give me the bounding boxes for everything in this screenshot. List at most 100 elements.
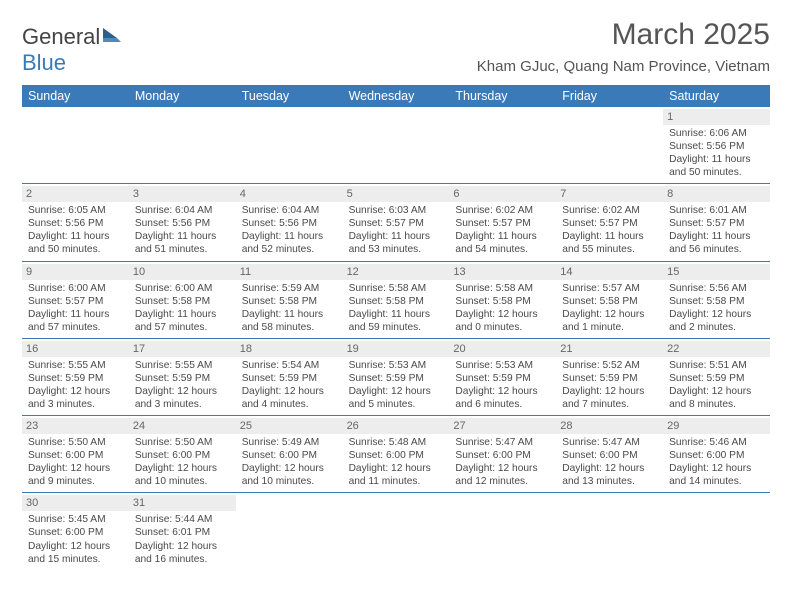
month-title: March 2025 bbox=[477, 18, 770, 52]
location-subtitle: Kham GJuc, Quang Nam Province, Vietnam bbox=[477, 58, 770, 75]
sunrise-text: Sunrise: 5:52 AM bbox=[562, 359, 657, 372]
logo-text-blue: Blue bbox=[22, 50, 66, 76]
day-number: 20 bbox=[449, 341, 556, 357]
calendar-cell: 5Sunrise: 6:03 AMSunset: 5:57 PMDaylight… bbox=[343, 184, 450, 260]
daylight-text: Daylight: 11 hours and 57 minutes. bbox=[135, 308, 230, 334]
daylight-text: Daylight: 12 hours and 5 minutes. bbox=[349, 385, 444, 411]
day-number: 29 bbox=[663, 418, 770, 434]
sunrise-text: Sunrise: 6:01 AM bbox=[669, 204, 764, 217]
day-number: 23 bbox=[22, 418, 129, 434]
day-number: 26 bbox=[343, 418, 450, 434]
sunrise-text: Sunrise: 5:59 AM bbox=[242, 282, 337, 295]
sunset-text: Sunset: 5:59 PM bbox=[669, 372, 764, 385]
day-number: 1 bbox=[663, 109, 770, 125]
week-row: 2Sunrise: 6:05 AMSunset: 5:56 PMDaylight… bbox=[22, 184, 770, 261]
daylight-text: Daylight: 11 hours and 59 minutes. bbox=[349, 308, 444, 334]
sunset-text: Sunset: 5:59 PM bbox=[455, 372, 550, 385]
week-row: 23Sunrise: 5:50 AMSunset: 6:00 PMDayligh… bbox=[22, 416, 770, 493]
sunset-text: Sunset: 5:57 PM bbox=[455, 217, 550, 230]
day-number: 25 bbox=[236, 418, 343, 434]
sunset-text: Sunset: 5:58 PM bbox=[669, 295, 764, 308]
calendar-cell: 6Sunrise: 6:02 AMSunset: 5:57 PMDaylight… bbox=[449, 184, 556, 260]
sunrise-text: Sunrise: 6:00 AM bbox=[28, 282, 123, 295]
daylight-text: Daylight: 12 hours and 16 minutes. bbox=[135, 540, 230, 566]
day-number: 14 bbox=[556, 264, 663, 280]
day-number: 4 bbox=[236, 186, 343, 202]
calendar-cell: 7Sunrise: 6:02 AMSunset: 5:57 PMDaylight… bbox=[556, 184, 663, 260]
day-header-tuesday: Tuesday bbox=[236, 85, 343, 107]
header: General March 2025 Kham GJuc, Quang Nam … bbox=[22, 18, 770, 75]
day-number: 27 bbox=[449, 418, 556, 434]
day-number: 13 bbox=[449, 264, 556, 280]
calendar-cell bbox=[236, 493, 343, 569]
day-header-row: Sunday Monday Tuesday Wednesday Thursday… bbox=[22, 85, 770, 107]
sunrise-text: Sunrise: 5:56 AM bbox=[669, 282, 764, 295]
calendar-cell: 1Sunrise: 6:06 AMSunset: 5:56 PMDaylight… bbox=[663, 107, 770, 183]
sunrise-text: Sunrise: 5:58 AM bbox=[349, 282, 444, 295]
sunrise-text: Sunrise: 5:50 AM bbox=[28, 436, 123, 449]
calendar-cell bbox=[22, 107, 129, 183]
sunset-text: Sunset: 5:58 PM bbox=[562, 295, 657, 308]
day-header-monday: Monday bbox=[129, 85, 236, 107]
sunrise-text: Sunrise: 6:04 AM bbox=[242, 204, 337, 217]
sunset-text: Sunset: 6:00 PM bbox=[242, 449, 337, 462]
sunrise-text: Sunrise: 5:44 AM bbox=[135, 513, 230, 526]
sunset-text: Sunset: 5:59 PM bbox=[562, 372, 657, 385]
daylight-text: Daylight: 12 hours and 12 minutes. bbox=[455, 462, 550, 488]
sunset-text: Sunset: 5:59 PM bbox=[28, 372, 123, 385]
day-number: 11 bbox=[236, 264, 343, 280]
sunset-text: Sunset: 6:00 PM bbox=[28, 526, 123, 539]
sunset-text: Sunset: 5:57 PM bbox=[669, 217, 764, 230]
daylight-text: Daylight: 12 hours and 1 minute. bbox=[562, 308, 657, 334]
sunrise-text: Sunrise: 5:53 AM bbox=[349, 359, 444, 372]
sunset-text: Sunset: 5:57 PM bbox=[349, 217, 444, 230]
daylight-text: Daylight: 12 hours and 2 minutes. bbox=[669, 308, 764, 334]
calendar-cell bbox=[556, 107, 663, 183]
sunrise-text: Sunrise: 5:49 AM bbox=[242, 436, 337, 449]
daylight-text: Daylight: 12 hours and 3 minutes. bbox=[135, 385, 230, 411]
day-number: 15 bbox=[663, 264, 770, 280]
sunrise-text: Sunrise: 5:47 AM bbox=[562, 436, 657, 449]
day-number: 30 bbox=[22, 495, 129, 511]
weeks-container: 1Sunrise: 6:06 AMSunset: 5:56 PMDaylight… bbox=[22, 107, 770, 570]
day-number: 19 bbox=[343, 341, 450, 357]
sunrise-text: Sunrise: 5:55 AM bbox=[28, 359, 123, 372]
sunrise-text: Sunrise: 5:55 AM bbox=[135, 359, 230, 372]
calendar-cell: 11Sunrise: 5:59 AMSunset: 5:58 PMDayligh… bbox=[236, 262, 343, 338]
daylight-text: Daylight: 11 hours and 56 minutes. bbox=[669, 230, 764, 256]
title-block: March 2025 Kham GJuc, Quang Nam Province… bbox=[477, 18, 770, 75]
sunrise-text: Sunrise: 6:02 AM bbox=[562, 204, 657, 217]
sunrise-text: Sunrise: 5:45 AM bbox=[28, 513, 123, 526]
sunrise-text: Sunrise: 5:53 AM bbox=[455, 359, 550, 372]
calendar-cell: 29Sunrise: 5:46 AMSunset: 6:00 PMDayligh… bbox=[663, 416, 770, 492]
daylight-text: Daylight: 12 hours and 14 minutes. bbox=[669, 462, 764, 488]
day-header-saturday: Saturday bbox=[663, 85, 770, 107]
sunrise-text: Sunrise: 5:47 AM bbox=[455, 436, 550, 449]
daylight-text: Daylight: 12 hours and 10 minutes. bbox=[135, 462, 230, 488]
week-row: 9Sunrise: 6:00 AMSunset: 5:57 PMDaylight… bbox=[22, 262, 770, 339]
sunset-text: Sunset: 5:59 PM bbox=[349, 372, 444, 385]
day-header-sunday: Sunday bbox=[22, 85, 129, 107]
daylight-text: Daylight: 11 hours and 55 minutes. bbox=[562, 230, 657, 256]
daylight-text: Daylight: 12 hours and 15 minutes. bbox=[28, 540, 123, 566]
sunset-text: Sunset: 5:56 PM bbox=[669, 140, 764, 153]
calendar-cell: 15 Sunrise: 5:56 AMSunset: 5:58 PMDayligh… bbox=[663, 262, 770, 338]
daylight-text: Daylight: 12 hours and 10 minutes. bbox=[242, 462, 337, 488]
day-number: 8 bbox=[663, 186, 770, 202]
daylight-text: Daylight: 11 hours and 54 minutes. bbox=[455, 230, 550, 256]
daylight-text: Daylight: 12 hours and 13 minutes. bbox=[562, 462, 657, 488]
sunrise-text: Sunrise: 6:04 AM bbox=[135, 204, 230, 217]
sunset-text: Sunset: 5:57 PM bbox=[28, 295, 123, 308]
daylight-text: Daylight: 11 hours and 50 minutes. bbox=[669, 153, 764, 179]
sunset-text: Sunset: 6:00 PM bbox=[455, 449, 550, 462]
calendar-cell: 14Sunrise: 5:57 AMSunset: 5:58 PMDayligh… bbox=[556, 262, 663, 338]
day-number: 3 bbox=[129, 186, 236, 202]
day-header-thursday: Thursday bbox=[449, 85, 556, 107]
sunset-text: Sunset: 5:56 PM bbox=[28, 217, 123, 230]
calendar-cell: 13Sunrise: 5:58 AMSunset: 5:58 PMDayligh… bbox=[449, 262, 556, 338]
sunrise-text: Sunrise: 6:00 AM bbox=[135, 282, 230, 295]
logo: General bbox=[22, 18, 123, 50]
calendar-cell: 21Sunrise: 5:52 AMSunset: 5:59 PMDayligh… bbox=[556, 339, 663, 415]
sunset-text: Sunset: 6:00 PM bbox=[562, 449, 657, 462]
sunrise-text: Sunrise: 5:48 AM bbox=[349, 436, 444, 449]
